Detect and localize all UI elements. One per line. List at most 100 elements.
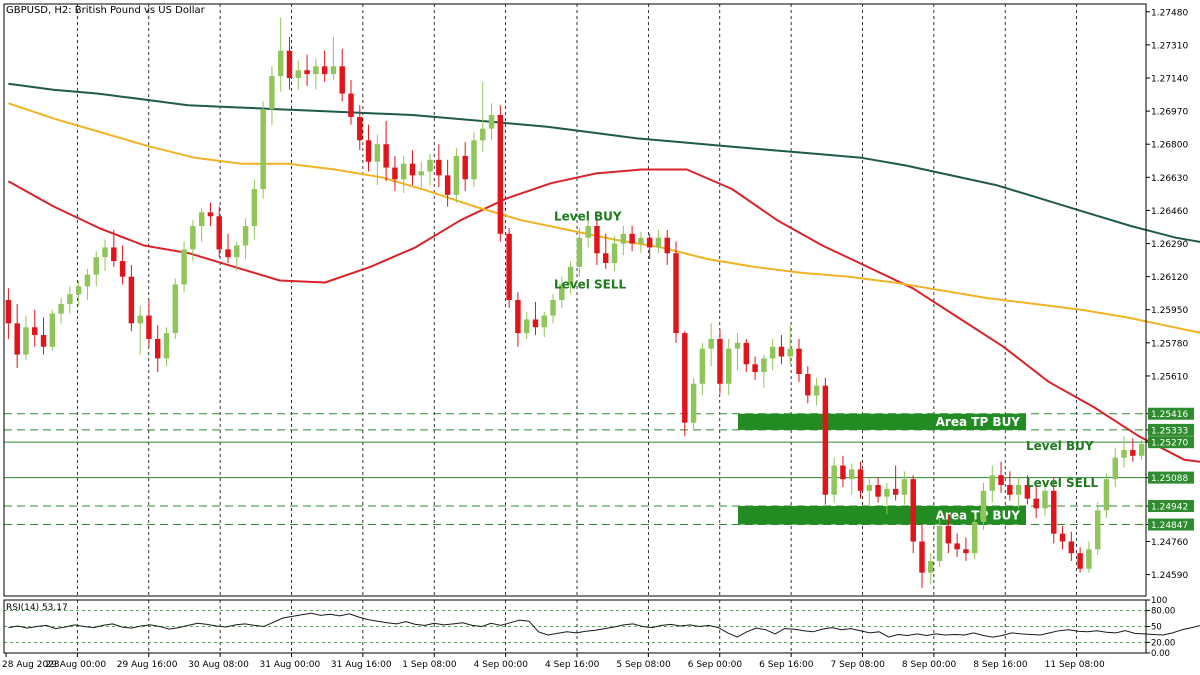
- candle-body: [910, 479, 916, 542]
- candle: [673, 241, 679, 343]
- candle: [163, 327, 170, 367]
- candle: [620, 226, 627, 256]
- candle-body: [708, 338, 714, 349]
- candle: [875, 477, 881, 503]
- price-tick-highlight: [1148, 423, 1194, 436]
- candle-body: [32, 327, 38, 336]
- candle-body: [374, 144, 381, 162]
- candle: [1112, 448, 1118, 487]
- candle: [910, 475, 916, 554]
- level-annotation: Level SELL: [1026, 476, 1099, 490]
- candle: [752, 356, 758, 380]
- candle: [1051, 477, 1057, 544]
- candle-body: [75, 286, 82, 295]
- price-tick-highlight: [1148, 407, 1194, 420]
- candle-body: [761, 358, 767, 373]
- candle-body: [1033, 498, 1039, 509]
- candle-body: [945, 525, 952, 544]
- candle-body: [1138, 444, 1145, 456]
- time-tick-label: 28 Aug 2023: [2, 660, 60, 670]
- candle: [181, 241, 187, 293]
- candle-body: [111, 247, 117, 262]
- candle: [427, 153, 433, 186]
- candle-body: [163, 333, 170, 359]
- candle: [277, 17, 284, 92]
- price-tick-label: 1.26120: [1151, 273, 1188, 283]
- candle-body: [866, 485, 873, 491]
- candle: [813, 377, 820, 406]
- candle: [594, 220, 600, 265]
- rsi-tick-label: 100: [1151, 596, 1167, 606]
- candle: [330, 37, 337, 80]
- candle-body: [1015, 485, 1022, 495]
- candle-body: [664, 237, 670, 254]
- candle-body: [181, 249, 187, 285]
- candle: [295, 60, 302, 90]
- candle-body: [655, 237, 662, 248]
- time-tick-label: 4 Sep 16:00: [545, 660, 600, 670]
- candle-body: [436, 159, 442, 176]
- candle-body: [646, 237, 653, 248]
- price-tick-highlight: [1148, 518, 1194, 531]
- candle: [488, 103, 495, 141]
- candle: [1007, 471, 1013, 501]
- candle-body: [752, 364, 758, 373]
- candle-body: [409, 163, 416, 176]
- candle-body: [638, 237, 644, 244]
- price-tick-label: 1.25610: [1151, 372, 1188, 382]
- candle: [1130, 438, 1136, 462]
- time-tick-label: 7 Sep 08:00: [831, 660, 886, 670]
- chart-title: GBPUSD, H2: British Pound vs US Dollar: [6, 5, 206, 16]
- rsi-line: [8, 612, 1200, 638]
- price-tick-highlight: [1148, 500, 1194, 513]
- candle: [980, 483, 987, 530]
- price-tick-label: 1.26460: [1151, 207, 1188, 217]
- level-annotation: Level BUY: [554, 209, 622, 223]
- candle: [14, 303, 20, 369]
- candle: [348, 79, 354, 125]
- candle: [884, 483, 890, 515]
- candle-body: [67, 294, 73, 304]
- candle-body: [567, 266, 574, 285]
- candle: [1033, 485, 1039, 519]
- candle-body: [330, 66, 337, 75]
- candle: [374, 134, 381, 186]
- candle: [708, 323, 714, 367]
- candle: [383, 120, 389, 182]
- price-tick-label: 1.26290: [1151, 240, 1188, 250]
- candle: [321, 50, 328, 82]
- candle: [936, 518, 943, 567]
- candle-body: [884, 488, 890, 497]
- candle-body: [155, 338, 161, 359]
- tp-area-box: [738, 506, 1026, 525]
- candle: [418, 161, 424, 189]
- candle-body: [629, 233, 635, 244]
- candle: [664, 229, 670, 265]
- candle: [198, 208, 205, 242]
- grid: [76, 4, 1078, 653]
- candle: [1042, 483, 1048, 517]
- candle: [769, 338, 776, 371]
- candle: [576, 227, 583, 277]
- candle-body: [1094, 510, 1101, 550]
- candle: [260, 101, 266, 199]
- time-tick-label: 31 Aug 00:00: [260, 660, 321, 670]
- candle: [646, 233, 653, 260]
- candle: [998, 461, 1004, 493]
- candle: [831, 457, 837, 503]
- candle-body: [286, 50, 293, 78]
- time-tick-label: 11 Sep 08:00: [1045, 660, 1105, 670]
- candle-body: [743, 342, 750, 365]
- time-tick-label: 5 Sep 08:00: [616, 660, 671, 670]
- candle: [58, 298, 64, 324]
- candle-body: [603, 253, 609, 263]
- rsi-tick-label: 20.00: [1151, 638, 1175, 648]
- candle-body: [673, 253, 679, 334]
- candle: [945, 514, 952, 554]
- rsi-tick-label: 0.00: [1151, 649, 1170, 659]
- candle: [761, 354, 767, 388]
- candle: [269, 66, 275, 125]
- candle-body: [559, 284, 565, 300]
- candle: [1121, 436, 1127, 468]
